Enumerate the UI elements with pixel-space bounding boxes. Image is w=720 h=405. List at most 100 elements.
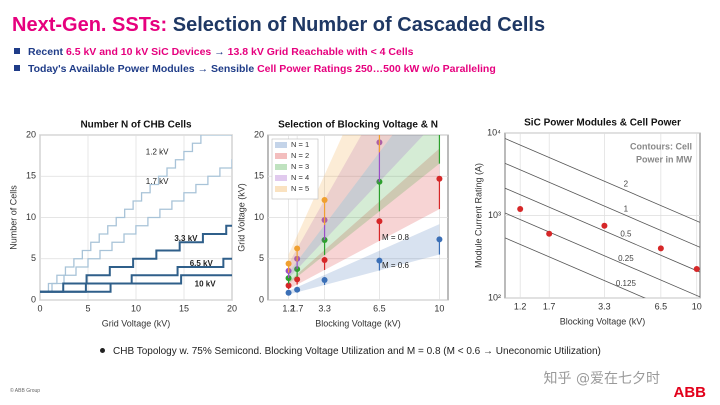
plot-content: 2 1 0.5 0.25 0.125 bbox=[505, 138, 700, 298]
contour-label: 0.5 bbox=[620, 229, 632, 238]
x-tick-label: 10 bbox=[434, 303, 444, 313]
annotation: Power in MW bbox=[636, 154, 693, 164]
contour-label: 1 bbox=[624, 204, 629, 213]
legend-swatch bbox=[275, 175, 287, 181]
x-tick-label: 1.2 bbox=[514, 301, 527, 311]
point bbox=[294, 276, 301, 283]
bullet-text: Recent bbox=[28, 46, 66, 58]
contour-line bbox=[505, 187, 700, 273]
x-tick-label: 20 bbox=[227, 303, 237, 313]
band bbox=[288, 224, 440, 295]
legend-box bbox=[271, 138, 319, 200]
y-tick-label: 10³ bbox=[488, 210, 501, 220]
x-tick-label: 1.2 bbox=[282, 303, 295, 313]
y-tick-label: 0 bbox=[31, 294, 36, 304]
bullet: Recent 6.5 kV and 10 kV SiC Devices → 13… bbox=[14, 46, 414, 58]
point bbox=[285, 289, 292, 296]
bullet-text: → bbox=[211, 46, 228, 58]
legend-label: N = 1 bbox=[291, 140, 309, 149]
x-tick-label: 3.3 bbox=[318, 303, 331, 313]
bullet-text: 13.8 kV Grid Reachable with < 4 Cells bbox=[227, 46, 414, 58]
y-axis-label: Grid Voltage (kV) bbox=[236, 183, 246, 252]
point bbox=[294, 286, 301, 293]
y-tick-label: 20 bbox=[26, 129, 36, 139]
step-line bbox=[40, 274, 232, 293]
footnote: CHB Topology w. 75% Semicond. Blocking V… bbox=[100, 346, 601, 357]
point bbox=[601, 222, 608, 229]
y-tick-label: 5 bbox=[259, 253, 264, 263]
annotation: M = 0.6 bbox=[382, 261, 409, 270]
x-axis-label: Grid Voltage (kV) bbox=[102, 318, 171, 328]
x-tick-label: 0 bbox=[37, 303, 42, 313]
x-tick-label: 1.7 bbox=[291, 303, 304, 313]
x-tick-label: 3.3 bbox=[598, 301, 611, 311]
bullet-text: 6.5 kV and 10 kV SiC Devices bbox=[65, 46, 212, 58]
legend-swatch bbox=[275, 164, 287, 170]
series-label: 6.5 kV bbox=[190, 259, 214, 268]
band bbox=[288, 135, 393, 273]
series-label: 10 kV bbox=[195, 279, 217, 288]
point bbox=[376, 257, 383, 264]
contour-label: 0.125 bbox=[616, 279, 637, 288]
step-line bbox=[40, 135, 232, 293]
y-tick-label: 15 bbox=[254, 171, 264, 181]
point bbox=[285, 282, 292, 289]
legend-label: N = 3 bbox=[291, 162, 309, 171]
x-tick-label: 1.7 bbox=[543, 301, 556, 311]
bullet-text: Cell Power Ratings 250…500 kW w/o Parall… bbox=[257, 63, 496, 75]
legend-swatch bbox=[275, 153, 287, 159]
point bbox=[657, 245, 664, 252]
legend-swatch bbox=[275, 186, 287, 192]
point bbox=[693, 265, 700, 272]
logo: ABB bbox=[673, 384, 707, 401]
point bbox=[376, 100, 382, 106]
x-axis-label: Blocking Voltage (kV) bbox=[315, 318, 401, 328]
chart-title: Number N of CHB Cells bbox=[80, 120, 192, 131]
x-tick-label: 10 bbox=[131, 303, 141, 313]
copyright: © ABB Group bbox=[10, 388, 41, 394]
y-tick-label: 10² bbox=[488, 292, 501, 302]
legend-label: N = 5 bbox=[291, 184, 309, 193]
x-tick-label: 5 bbox=[85, 303, 90, 313]
point bbox=[285, 260, 292, 267]
plot-content bbox=[285, 55, 443, 296]
legend-label: N = 2 bbox=[291, 151, 309, 160]
annotation: M = 0.8 bbox=[382, 233, 409, 242]
y-tick-label: 10⁴ bbox=[487, 127, 501, 137]
bullet-text: → Sensible bbox=[194, 63, 258, 75]
bullet-text: Today's Available Power Modules bbox=[28, 63, 195, 75]
x-tick-label: 15 bbox=[179, 303, 189, 313]
y-tick-label: 10 bbox=[26, 212, 36, 222]
point bbox=[436, 55, 442, 61]
point bbox=[376, 218, 383, 225]
watermark: 知乎 @爱在七夕时 bbox=[543, 371, 660, 387]
y-tick-label: 5 bbox=[31, 253, 36, 263]
y-axis-label: Number of Cells bbox=[8, 185, 18, 250]
step-line bbox=[40, 159, 232, 293]
contour-line bbox=[505, 212, 700, 298]
y-tick-label: 15 bbox=[26, 171, 36, 181]
point bbox=[436, 236, 443, 243]
point bbox=[546, 230, 553, 237]
band bbox=[288, 135, 440, 284]
legend-label: N = 4 bbox=[291, 173, 309, 182]
point bbox=[321, 256, 328, 263]
point bbox=[294, 245, 301, 252]
plot-content bbox=[40, 135, 232, 293]
y-axis-label: Module Current Rating (A) bbox=[473, 163, 483, 268]
annotation: Contours: Cell bbox=[630, 141, 692, 151]
point bbox=[517, 205, 524, 212]
contour-line bbox=[505, 237, 646, 298]
contour-label: 0.25 bbox=[618, 254, 634, 263]
contour-line bbox=[505, 138, 700, 223]
x-axis-label: Blocking Voltage (kV) bbox=[560, 316, 646, 326]
legend-swatch bbox=[275, 142, 287, 148]
point bbox=[436, 175, 443, 182]
y-tick-label: 10 bbox=[254, 212, 264, 222]
series-label: 1.7 kV bbox=[146, 177, 169, 186]
y-tick-label: 20 bbox=[254, 129, 264, 139]
point bbox=[321, 277, 328, 284]
x-tick-label: 10 bbox=[692, 301, 702, 311]
slide-title: Next-Gen. SSTs: Selection of Number of C… bbox=[12, 14, 545, 37]
